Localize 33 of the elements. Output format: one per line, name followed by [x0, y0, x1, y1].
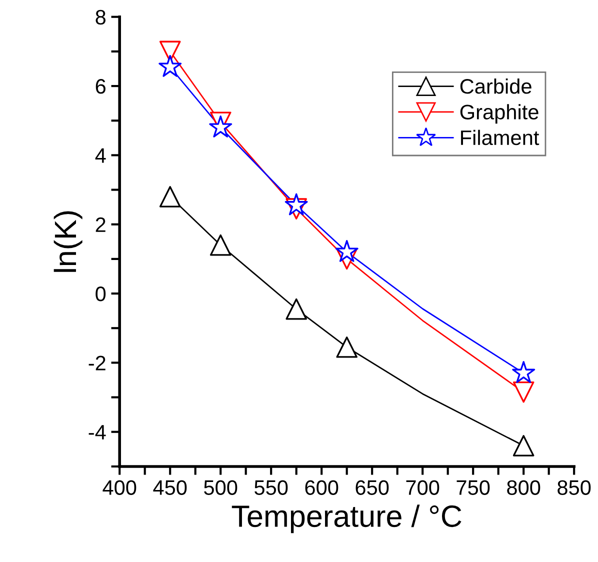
point [286, 298, 307, 320]
x-tick-label: 650 [356, 480, 389, 495]
y-tick-label: -4 [88, 425, 106, 440]
x-tick-label: 850 [558, 480, 591, 495]
x-tick-label: 400 [102, 480, 136, 495]
point [335, 240, 358, 262]
x-tick-label: 600 [305, 480, 338, 495]
point [512, 361, 536, 383]
x-tick-label: 550 [254, 480, 288, 495]
y-tick-label: 8 [96, 10, 106, 25]
legend-label: Carbide [460, 78, 532, 94]
y-tick-label: 2 [96, 217, 106, 232]
point [512, 435, 534, 456]
legend-label: Graphite [460, 104, 538, 124]
point [209, 116, 232, 138]
point [284, 193, 308, 216]
y-tick-label: 0 [96, 286, 106, 302]
legend-label: Filament [461, 130, 540, 146]
y-axis-title: ln(K) [54, 211, 82, 272]
x-tick-label: 500 [204, 480, 238, 495]
point [159, 186, 181, 208]
y-tick-label: 6 [96, 79, 106, 94]
x-axis-title: Temperature / °C [232, 504, 462, 534]
x-tick-label: 750 [456, 480, 490, 495]
point [512, 381, 534, 403]
y-tick-label: -2 [88, 356, 106, 370]
x-tick-label: 450 [153, 480, 187, 495]
point [158, 54, 182, 77]
point [210, 234, 232, 256]
y-tick-label: 4 [95, 148, 106, 163]
point [336, 336, 358, 358]
x-tick-label: 700 [406, 480, 440, 495]
x-tick-label: 800 [507, 480, 540, 495]
